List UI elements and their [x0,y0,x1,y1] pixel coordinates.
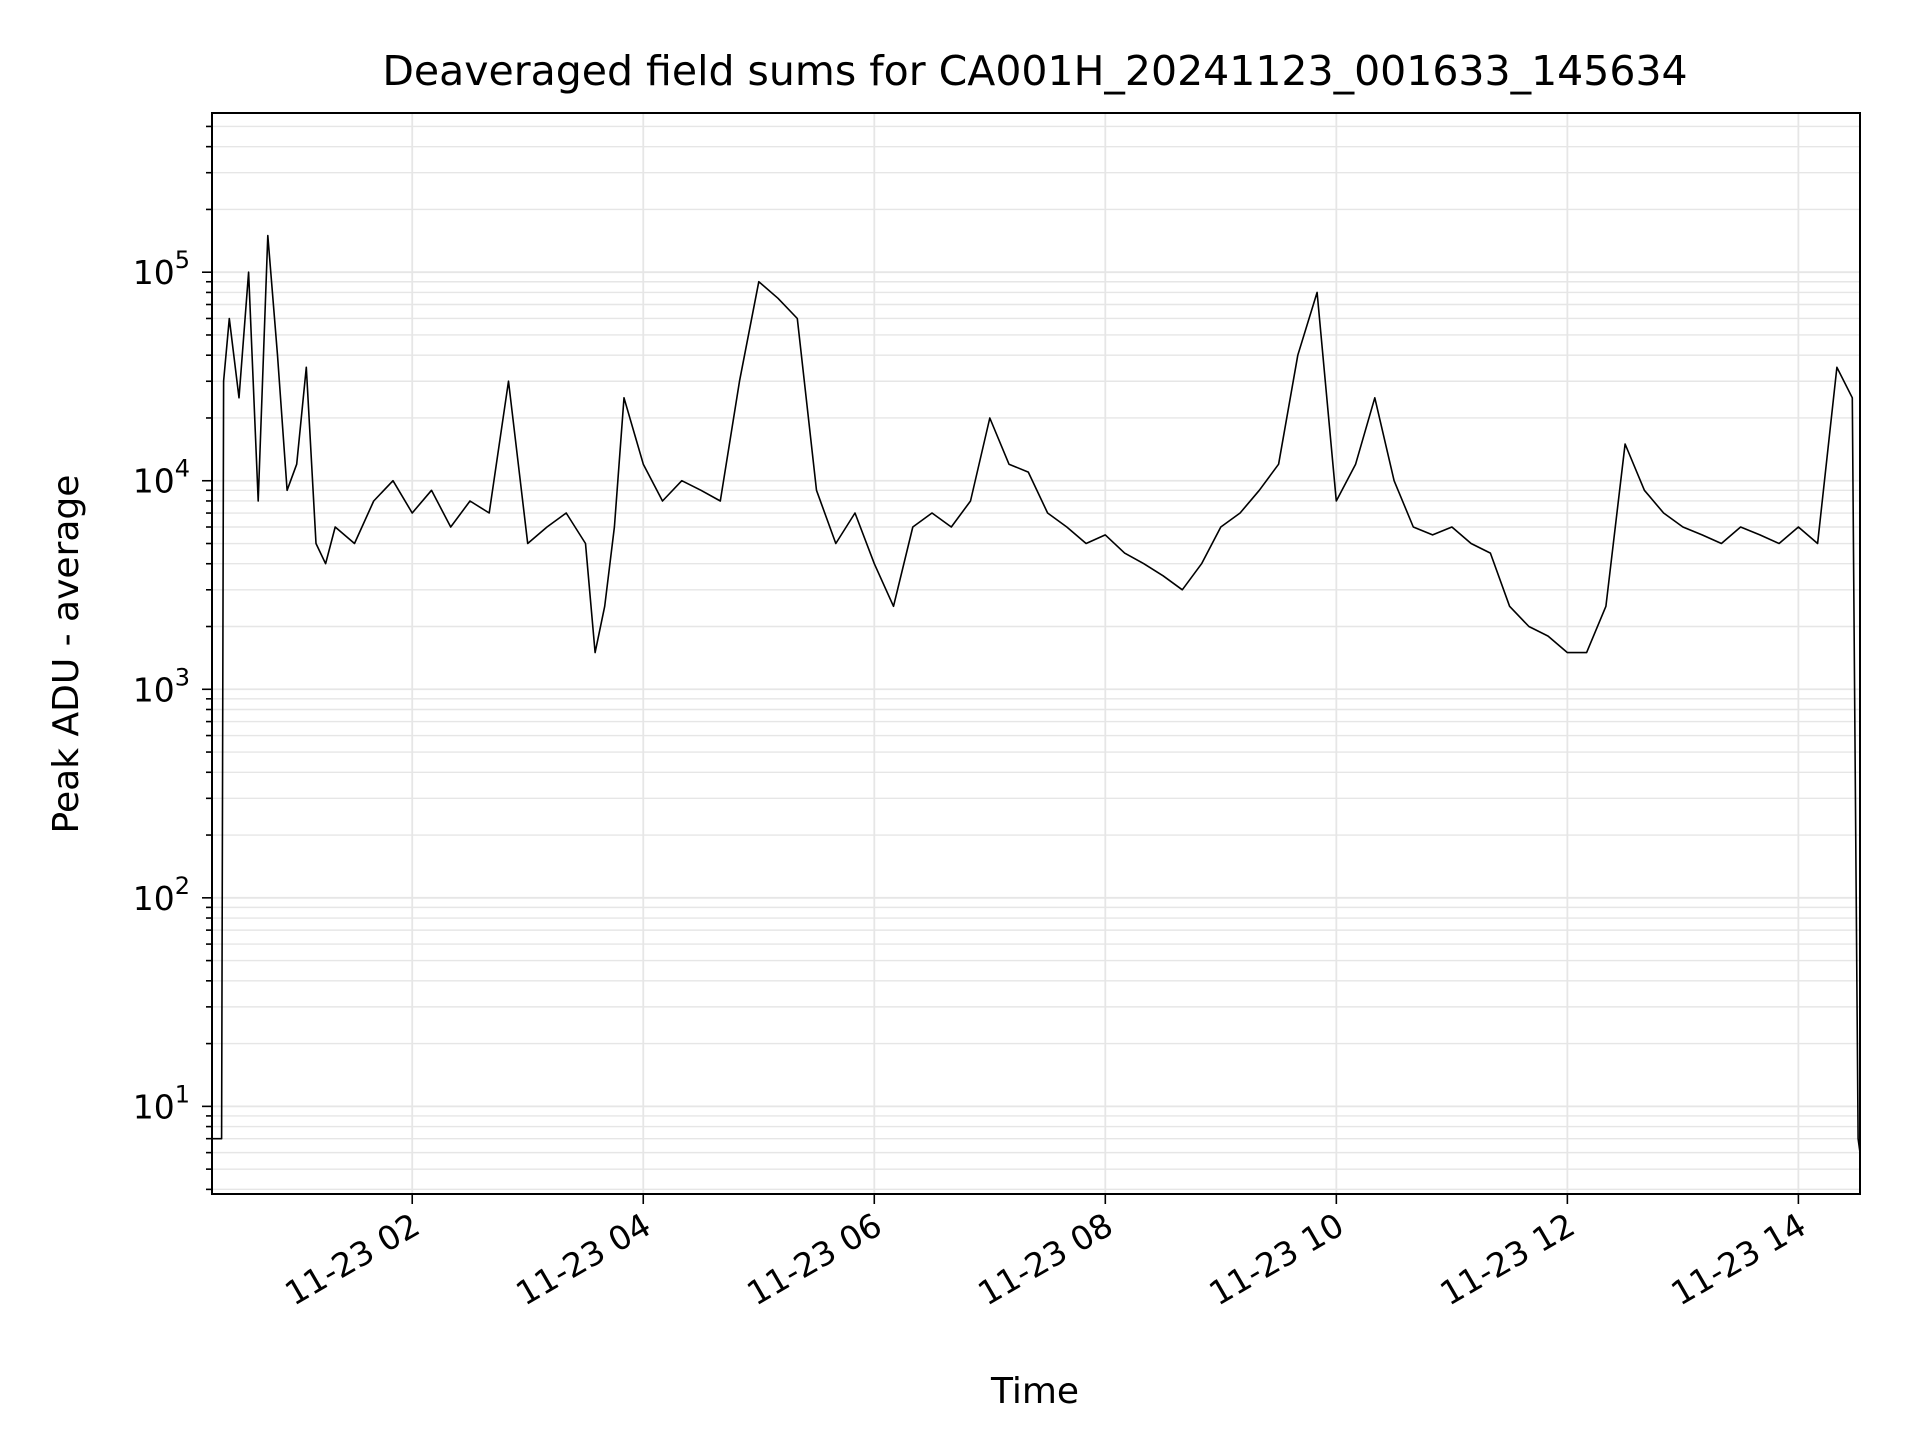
y-axis: 101 102 103 104 105 [133,125,212,1191]
x-axis: 11-23 02 11-23 04 11-23 06 11-23 08 11-23 10… [278,1194,1812,1313]
grid [212,113,1860,1194]
y-tick-label: 102 [133,872,190,918]
y-tick-label: 104 [133,455,190,501]
y-axis-label: Peak ADU - average [46,475,87,834]
chart-title: Deaveraged field sums for CA001H_2024112… [382,47,1687,95]
y-tick-label: 101 [133,1080,190,1126]
x-tick-label: 11-23 14 [1664,1205,1812,1313]
x-tick-label: 11-23 12 [1433,1205,1581,1313]
series-line [212,234,1861,1153]
x-tick-label: 11-23 10 [1202,1205,1350,1313]
y-tick-label: 105 [133,246,190,292]
y-tick-label: 103 [133,663,190,709]
x-tick-label: 11-23 08 [971,1205,1119,1313]
x-tick-label: 11-23 04 [509,1205,657,1313]
x-axis-label: Time [990,1371,1079,1412]
x-tick-label: 11-23 06 [740,1205,888,1313]
x-tick-label: 11-23 02 [278,1205,426,1313]
plot-frame [211,112,1861,1195]
